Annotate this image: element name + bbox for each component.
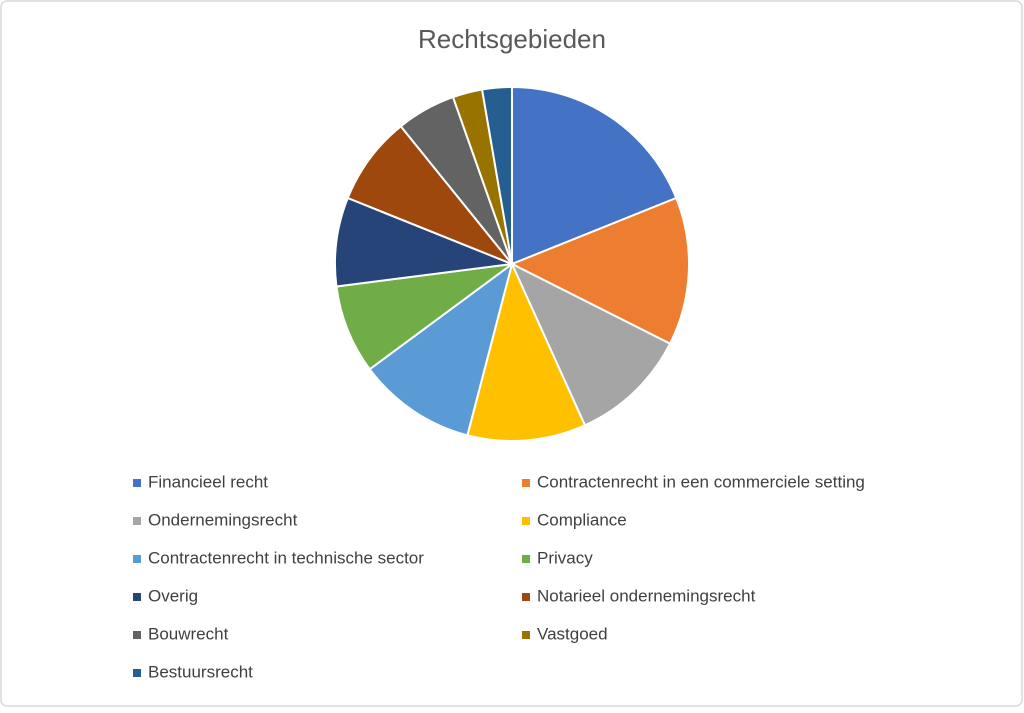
legend-label: Ondernemingsrecht <box>148 510 298 529</box>
legend-label: Vastgoed <box>537 624 608 643</box>
pie-slice <box>334 196 516 288</box>
legend-label: Financieel recht <box>148 472 268 491</box>
legend-label: Notarieel ondernemingsrecht <box>537 586 756 605</box>
legend-label: Overig <box>148 586 198 605</box>
pie-slice <box>509 261 672 427</box>
legend-marker <box>133 555 141 563</box>
legend-label: Contractenrecht in een commerciele setti… <box>537 472 865 491</box>
legend-label: Bestuursrecht <box>148 662 253 681</box>
legend-marker <box>133 631 141 639</box>
legend-marker <box>133 479 141 487</box>
legend-marker <box>522 479 530 487</box>
chart-title: Rechtsgebieden <box>418 24 606 54</box>
pie-slice <box>368 261 514 437</box>
legend-label: Privacy <box>537 548 593 567</box>
legend-marker <box>522 555 530 563</box>
pie-slice <box>480 85 513 265</box>
legend-marker <box>522 517 530 525</box>
legend-label: Bouwrecht <box>148 624 229 643</box>
pie-slice <box>511 85 678 266</box>
legend-marker <box>133 593 141 601</box>
legend-label: Compliance <box>537 510 627 529</box>
legend-marker <box>522 593 530 601</box>
legend-label: Contractenrecht in technische sector <box>148 548 424 567</box>
pie-slice <box>466 261 587 442</box>
legend-marker <box>522 631 530 639</box>
legend-marker <box>133 517 141 525</box>
pie-slice <box>509 196 690 346</box>
legend-marker <box>133 669 141 677</box>
pie-slice <box>346 124 516 267</box>
pie-slice <box>335 262 516 371</box>
